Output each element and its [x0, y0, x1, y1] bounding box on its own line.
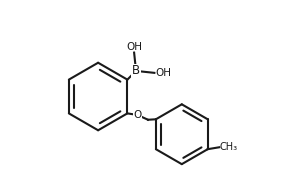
Text: B: B [132, 64, 140, 77]
Text: OH: OH [155, 68, 171, 78]
Text: O: O [133, 110, 142, 120]
Text: OH: OH [126, 42, 142, 52]
Text: CH₃: CH₃ [220, 142, 238, 152]
